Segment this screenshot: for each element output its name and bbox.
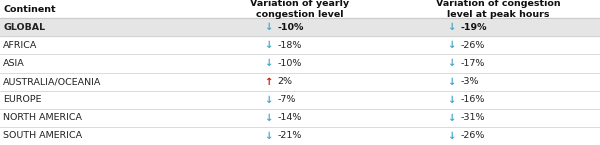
Text: -26%: -26% (460, 131, 485, 141)
Text: -18%: -18% (277, 41, 302, 50)
Text: -17%: -17% (460, 59, 485, 68)
Text: ↓: ↓ (265, 131, 273, 141)
Text: -31%: -31% (460, 113, 485, 122)
Text: EUROPE: EUROPE (3, 95, 41, 104)
Text: NORTH AMERICA: NORTH AMERICA (3, 113, 82, 122)
Text: -16%: -16% (460, 95, 485, 104)
Text: AFRICA: AFRICA (3, 41, 37, 50)
Text: ↓: ↓ (448, 113, 456, 123)
Text: -14%: -14% (277, 113, 302, 122)
Text: ↓: ↓ (448, 131, 456, 141)
Text: ↓: ↓ (448, 22, 456, 32)
Text: ↓: ↓ (265, 113, 273, 123)
Text: -21%: -21% (277, 131, 302, 141)
Text: Variation of yearly
congestion level: Variation of yearly congestion level (250, 0, 350, 19)
Text: ↑: ↑ (265, 77, 273, 87)
Text: -19%: -19% (460, 23, 487, 32)
Text: -26%: -26% (460, 41, 485, 50)
Bar (0, 18, 600, 36)
Text: ↓: ↓ (448, 40, 456, 50)
Text: ↓: ↓ (265, 40, 273, 50)
Text: -10%: -10% (277, 59, 302, 68)
Text: -7%: -7% (277, 95, 296, 104)
Text: ↓: ↓ (448, 77, 456, 87)
Text: ASIA: ASIA (3, 59, 25, 68)
Text: -3%: -3% (460, 77, 479, 86)
Text: Variation of congestion
level at peak hours: Variation of congestion level at peak ho… (436, 0, 560, 19)
Text: GLOBAL: GLOBAL (3, 23, 45, 32)
Text: ↓: ↓ (265, 95, 273, 105)
Text: ↓: ↓ (448, 95, 456, 105)
Text: 2%: 2% (277, 77, 292, 86)
Text: AUSTRALIA/OCEANIA: AUSTRALIA/OCEANIA (3, 77, 101, 86)
Text: ↓: ↓ (265, 22, 273, 32)
Text: SOUTH AMERICA: SOUTH AMERICA (3, 131, 82, 141)
Text: ↓: ↓ (448, 58, 456, 68)
Text: -10%: -10% (277, 23, 304, 32)
Text: ↓: ↓ (265, 58, 273, 68)
Text: Continent: Continent (3, 4, 56, 14)
